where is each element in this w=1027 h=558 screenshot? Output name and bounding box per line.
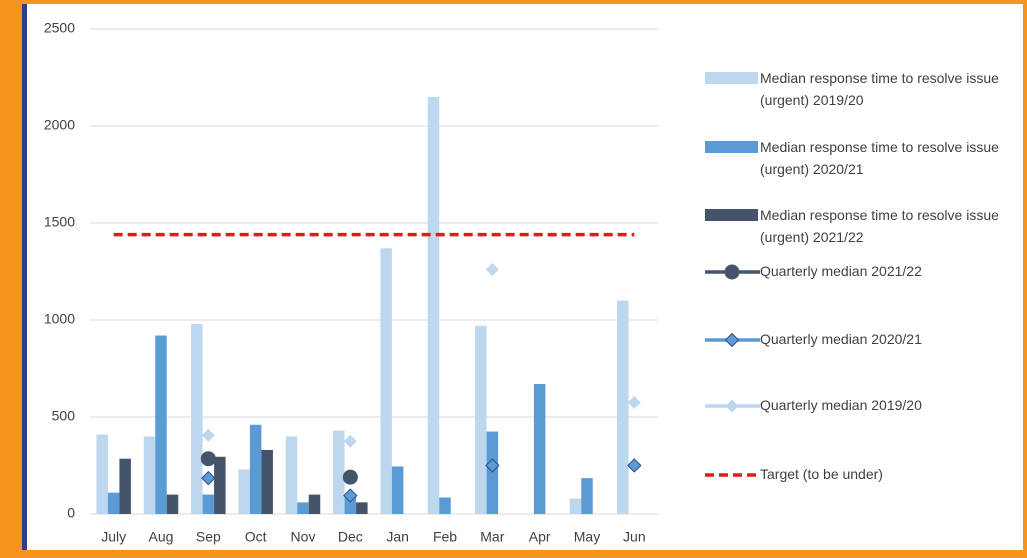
x-tick-label: Jan (386, 529, 409, 545)
legend-swatch-bar (705, 141, 758, 153)
bar (391, 466, 404, 514)
bar (439, 497, 451, 514)
bar (581, 478, 593, 514)
bar (107, 492, 120, 514)
legend-item: Quarterly median 2019/20 (700, 394, 1020, 416)
quarterly-marker (485, 263, 499, 277)
legend-label: Median response time to resolve issue (u… (760, 139, 999, 177)
x-tick-label: Jun (623, 529, 646, 545)
x-tick-label: July (101, 529, 126, 545)
quarterly-marker (201, 470, 216, 486)
legend-swatch (705, 209, 758, 221)
bar (143, 436, 156, 514)
y-tick-label: 2500 (44, 20, 75, 36)
x-tick-label: Feb (433, 529, 457, 545)
x-tick-label: Sep (196, 529, 221, 545)
y-tick-label: 1000 (44, 311, 75, 327)
bar (155, 335, 167, 514)
bar (285, 436, 298, 514)
legend-item: Quarterly median 2021/22 (700, 260, 1020, 282)
quarterly-marker (201, 428, 215, 442)
quarterly-marker (342, 469, 358, 485)
bar (380, 248, 392, 514)
y-tick-label: 1500 (44, 214, 75, 230)
quarterly-marker (343, 434, 357, 448)
bar (486, 431, 499, 514)
legend-swatch (705, 399, 760, 413)
panel (22, 4, 1023, 550)
bar (427, 96, 440, 515)
y-tick-label: 0 (67, 505, 75, 521)
x-tick-label: May (574, 529, 600, 545)
bar (96, 434, 108, 514)
bar (344, 496, 357, 514)
legend-swatch-marker (725, 399, 739, 413)
legend-swatch-marker (724, 264, 740, 280)
bar (166, 494, 179, 514)
legend-swatch (705, 332, 760, 348)
legend-label: Quarterly median 2019/20 (760, 397, 922, 413)
quarterly-marker (343, 488, 358, 503)
legend-item: Quarterly median 2020/21 (700, 328, 1020, 350)
legend-label: Quarterly median 2021/22 (760, 263, 922, 279)
legend-label: Target (to be under) (760, 466, 883, 482)
legend-label: Median response time to resolve issue (u… (760, 70, 999, 108)
x-tick-label: Aug (149, 529, 174, 545)
bar (261, 449, 273, 514)
bar (238, 469, 250, 514)
x-tick-label: Apr (529, 529, 551, 545)
legend-swatch (705, 141, 758, 153)
bar (356, 502, 368, 514)
legend-swatch-bar (705, 209, 758, 221)
x-tick-label: Mar (480, 529, 504, 545)
legend-item: Median response time to resolve issue (u… (700, 204, 1020, 248)
bar (214, 456, 226, 514)
bar (533, 384, 546, 514)
legend-swatch (705, 72, 758, 84)
legend-swatch (705, 264, 760, 280)
bar (119, 458, 131, 514)
legend-label: Quarterly median 2020/21 (760, 331, 922, 347)
legend-item: Median response time to resolve issue (u… (700, 136, 1020, 180)
legend-item: Median response time to resolve issue (u… (700, 67, 1020, 111)
bar (617, 300, 629, 514)
quarterly-marker (627, 458, 642, 473)
legend-swatch-marker (724, 332, 740, 348)
bar (249, 424, 262, 514)
bar (191, 323, 203, 514)
bar (308, 494, 321, 514)
legend-label: Median response time to resolve issue (u… (760, 207, 999, 245)
x-tick-label: Dec (338, 529, 363, 545)
quarterly-marker (200, 451, 216, 467)
y-tick-label: 500 (52, 408, 76, 424)
bar (297, 502, 309, 514)
quarterly-marker (485, 458, 500, 473)
legend-swatch (705, 473, 758, 477)
quarterly-marker (627, 395, 641, 409)
legend-item: Target (to be under) (700, 463, 1020, 485)
bar (202, 494, 215, 514)
y-tick-label: 2000 (44, 117, 75, 133)
x-tick-label: Nov (291, 529, 316, 545)
legend-swatch-bar (705, 72, 758, 84)
bar (569, 498, 582, 514)
bar (475, 325, 487, 514)
x-tick-label: Oct (245, 529, 267, 545)
bar (333, 430, 345, 514)
